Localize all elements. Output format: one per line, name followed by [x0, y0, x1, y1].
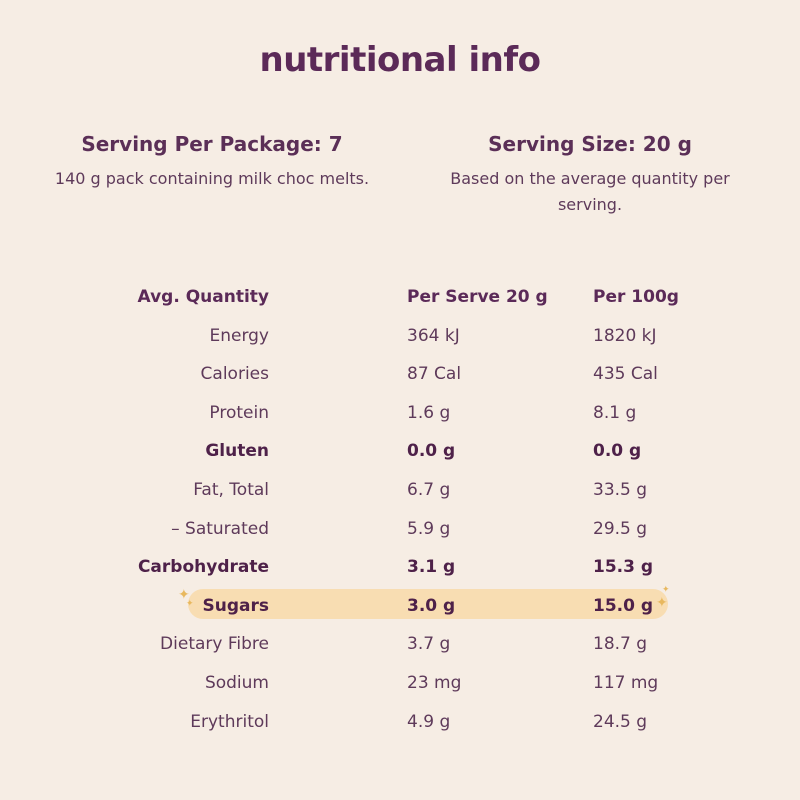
row-label: Energy [209, 325, 269, 346]
row-per-serve: 23 mg [407, 672, 462, 693]
row-label: Erythritol [190, 711, 269, 732]
row-label: Gluten [205, 441, 269, 462]
row-label: Protein [209, 402, 269, 423]
servings-per-package-description: 140 g pack containing milk choc melts. [54, 169, 370, 188]
table-row-calories: Calories 87 Cal 435 Cal [0, 355, 800, 394]
page-title: nutritional info [259, 40, 542, 80]
row-per-100g: 117 mg [593, 672, 659, 693]
row-label: Calories [200, 364, 269, 385]
row-label: Sodium [204, 672, 269, 693]
row-per-serve: 3.7 g [407, 634, 451, 655]
row-per-100g: 15.0 g [593, 595, 654, 616]
header-per-100g: Per 100g [593, 287, 679, 307]
row-label: Sugars [202, 595, 270, 616]
table-row-saturated: – Saturated 5.9 g 29.5 g [0, 510, 800, 549]
sparkle-icon: ✦ [656, 594, 668, 611]
table-header-row: Avg. Quantity Per Serve 20 g Per 100g [0, 278, 800, 317]
row-per-serve: 5.9 g [407, 518, 451, 539]
row-label: Dietary Fibre [160, 634, 269, 655]
table-row-energy: Energy 364 kJ 1820 kJ [0, 317, 800, 356]
table-row-sodium: Sodium 23 mg 117 mg [0, 664, 800, 703]
row-per-serve: 1.6 g [407, 402, 451, 423]
row-per-serve: 6.7 g [407, 479, 451, 500]
row-per-100g: 29.5 g [593, 518, 648, 539]
row-per-serve: 364 kJ [407, 325, 460, 346]
serving-size-description: Based on the average quantity per servin… [450, 169, 730, 214]
nutrition-table: Avg. Quantity Per Serve 20 g Per 100g En… [0, 278, 800, 741]
header-per-serve: Per Serve 20 g [407, 287, 548, 307]
serving-size-heading: Serving Size: 20 g [488, 132, 692, 156]
row-per-100g: 15.3 g [593, 557, 654, 578]
row-per-serve: 0.0 g [407, 441, 456, 462]
row-label: Fat, Total [193, 479, 269, 500]
table-row-sugars: ✦ ✦ Sugars 3.0 g 15.0 g ✦ ✦ [0, 584, 800, 626]
row-per-100g: 18.7 g [593, 634, 648, 655]
row-per-100g: 24.5 g [593, 711, 648, 732]
row-label: – Saturated [171, 518, 269, 539]
sparkle-icon: ✦ [662, 584, 670, 595]
table-row-protein: Protein 1.6 g 8.1 g [0, 394, 800, 433]
serving-size-block: Serving Size: 20 g Based on the average … [430, 132, 750, 218]
table-row-fat-total: Fat, Total 6.7 g 33.5 g [0, 471, 800, 510]
table-row-erythritol: Erythritol 4.9 g 24.5 g [0, 703, 800, 742]
row-per-100g: 33.5 g [593, 479, 648, 500]
servings-per-package-heading: Serving Per Package: 7 [81, 132, 343, 156]
row-per-100g: 8.1 g [593, 402, 637, 423]
table-row-carbohydrate: Carbohydrate 3.1 g 15.3 g [0, 548, 800, 587]
table-row-dietary-fibre: Dietary Fibre 3.7 g 18.7 g [0, 625, 800, 664]
sparkle-icon: ✦ [178, 586, 190, 603]
table-row-gluten: Gluten 0.0 g 0.0 g [0, 432, 800, 471]
row-per-serve: 3.0 g [407, 595, 456, 616]
row-per-100g: 0.0 g [593, 441, 642, 462]
header-avg-quantity: Avg. Quantity [137, 287, 269, 307]
row-per-100g: 1820 kJ [593, 325, 657, 346]
sparkle-icon: ✦ [186, 598, 194, 609]
row-label: Carbohydrate [137, 557, 269, 578]
row-per-serve: 3.1 g [407, 557, 456, 578]
row-per-serve: 87 Cal [407, 364, 462, 385]
row-per-100g: 435 Cal [593, 364, 658, 385]
servings-per-package-block: Serving Per Package: 7 140 g pack contai… [52, 132, 372, 192]
row-per-serve: 4.9 g [407, 711, 451, 732]
